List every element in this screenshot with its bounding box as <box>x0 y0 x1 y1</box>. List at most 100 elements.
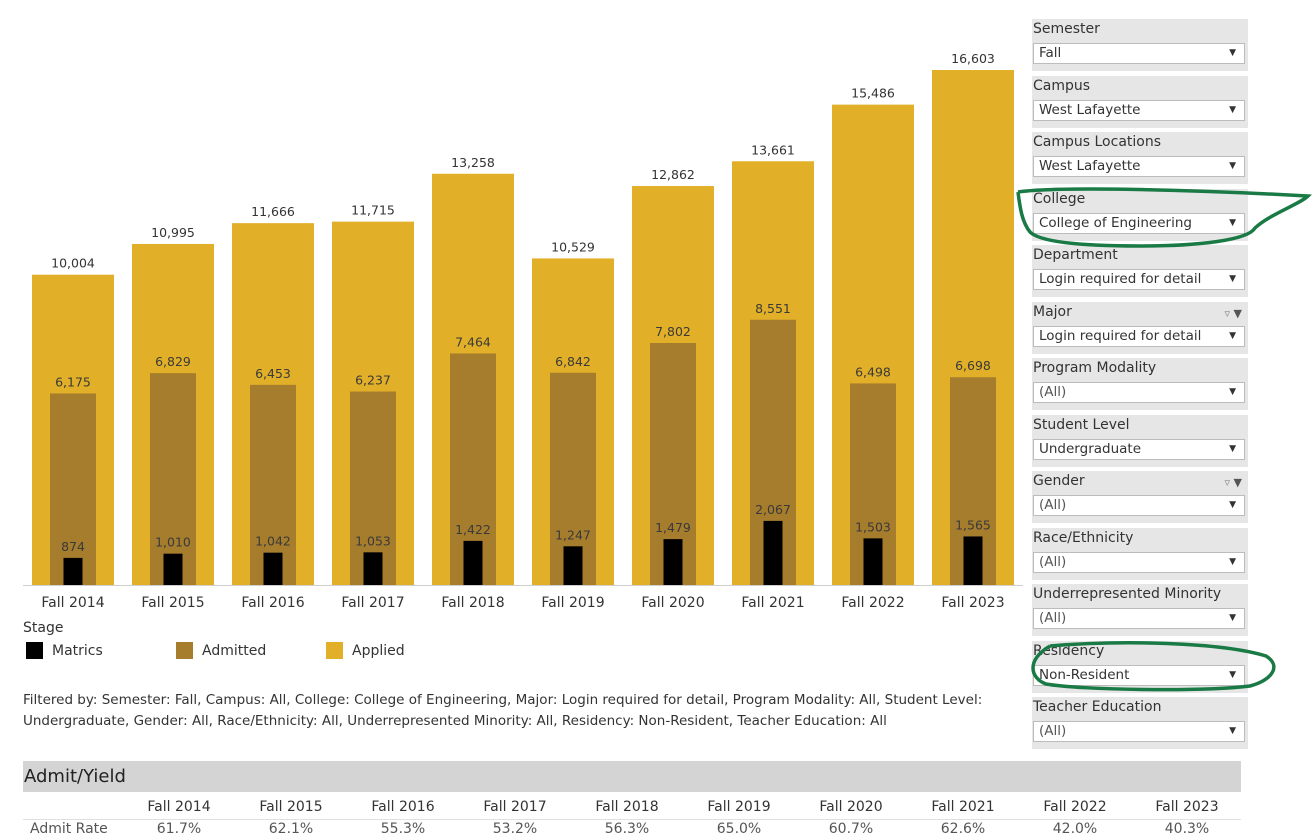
x-tick-label: Fall 2021 <box>741 595 804 611</box>
legend-label-applied: Applied <box>352 642 405 659</box>
data-label-admitted: 6,829 <box>155 354 191 369</box>
legend-label-admitted: Admitted <box>202 642 267 659</box>
admit-rate-value: 56.3% <box>604 821 650 837</box>
legend-item-admitted[interactable]: Admitted <box>176 642 266 659</box>
filter-dropdown[interactable]: Login required for detail ▼ <box>1033 325 1245 347</box>
admit-rate-value: 65.0% <box>716 821 762 837</box>
caret-down-icon[interactable]: ▼ <box>1229 443 1236 454</box>
admit-rate-value: 42.0% <box>1052 821 1098 837</box>
data-label-admitted: 6,498 <box>855 364 891 379</box>
admit-yield-title: Admit/Yield <box>23 761 1241 792</box>
legend-swatch-admitted <box>176 642 193 659</box>
filter-dropdown[interactable]: Non-Resident ▼ <box>1033 664 1245 686</box>
admit-rate-value: 62.1% <box>268 821 314 837</box>
caret-down-icon[interactable]: ▼ <box>1229 387 1236 397</box>
filter-label: Campus <box>1033 77 1091 94</box>
admit-rate-value: 60.7% <box>828 821 874 837</box>
legend-item-applied[interactable]: Applied <box>326 642 405 659</box>
filter-dropdown[interactable]: West Lafayette ▼ <box>1033 99 1245 121</box>
caret-down-icon[interactable]: ▼ <box>1229 217 1236 228</box>
caret-down-icon[interactable]: ▼ <box>1229 726 1236 736</box>
filter-label: Underrepresented Minority <box>1033 586 1222 602</box>
caret-down-icon[interactable]: ▼ <box>1229 48 1236 58</box>
year-header: Fall 2016 <box>371 799 435 815</box>
filter-dropdown[interactable]: College of Engineering ▼ <box>1033 212 1245 234</box>
data-label-admitted: 6,698 <box>955 358 991 373</box>
data-label-applied: 11,715 <box>351 203 395 218</box>
filter-dropdown[interactable]: Undergraduate ▼ <box>1033 438 1245 460</box>
data-label-matrics: 1,053 <box>355 533 391 548</box>
data-label-admitted: 6,175 <box>55 374 91 389</box>
year-header: Fall 2019 <box>707 799 771 815</box>
caret-down-icon[interactable]: ▼ <box>1229 500 1236 510</box>
filter-label: Campus Locations <box>1033 134 1162 150</box>
year-header: Fall 2014 <box>147 799 211 815</box>
filter-campus: Campus West Lafayette ▼ <box>1032 75 1248 128</box>
filter-underrepresented-minority: Underrepresented Minority (All) ▼ <box>1032 584 1248 636</box>
filter-label: Program Modality <box>1033 360 1157 376</box>
caret-down-icon[interactable]: ▼ <box>1229 161 1236 171</box>
data-label-applied: 10,995 <box>151 225 195 240</box>
filter-dropdown[interactable]: (All) ▼ <box>1033 608 1245 629</box>
legend-swatch-matrics <box>26 642 43 659</box>
filter-dropdown[interactable]: Fall ▼ <box>1033 43 1245 64</box>
legend-item-matrics[interactable]: Matrics <box>26 642 103 659</box>
caret-down-icon[interactable]: ▼ <box>1229 556 1236 567</box>
menu-caret-icon[interactable]: ▼ <box>1233 476 1242 489</box>
data-label-admitted: 6,237 <box>355 373 391 388</box>
filter-dropdown[interactable]: (All) ▼ <box>1033 721 1245 742</box>
data-label-admitted: 6,842 <box>555 354 591 369</box>
filter-major: Major ▿ ▼ Login required for detail ▼ <box>1032 301 1248 354</box>
data-label-matrics: 1,503 <box>855 519 891 534</box>
bar-matrics <box>763 520 783 585</box>
filter-college: College College of Engineering ▼ <box>1032 188 1248 241</box>
caret-down-icon[interactable]: ▼ <box>1229 613 1236 623</box>
admit-rate-row: Admit Rate 61.7% 62.1% 55.3% 53.2% 56.3% 65.0… <box>23 819 1241 840</box>
admit-rate-value: 61.7% <box>156 821 202 837</box>
bar-matrics <box>863 538 883 585</box>
x-tick-label: Fall 2022 <box>841 595 904 611</box>
bar-matrics <box>563 546 583 585</box>
bar-matrics <box>463 540 483 585</box>
x-tick-label: Fall 2020 <box>641 595 704 611</box>
data-label-admitted: 6,453 <box>255 366 291 381</box>
filter-icons: ▿ ▼ <box>1225 307 1243 320</box>
filter-value: Login required for detail <box>1039 327 1202 344</box>
filter-label: College <box>1033 190 1086 207</box>
bar-admitted <box>150 373 196 585</box>
filter-dropdown[interactable]: (All) ▼ <box>1033 382 1245 403</box>
caret-down-icon[interactable]: ▼ <box>1229 104 1236 115</box>
legend-label-matrics: Matrics <box>52 642 103 659</box>
data-label-matrics: 1,565 <box>955 517 991 532</box>
filter-semester: Semester Fall ▼ <box>1032 19 1248 71</box>
data-label-applied: 13,661 <box>751 142 795 157</box>
x-tick-label: Fall 2018 <box>441 595 504 611</box>
data-label-applied: 11,666 <box>251 204 295 219</box>
filter-label: Student Level <box>1033 416 1130 433</box>
filter-dropdown[interactable]: Login required for detail ▼ <box>1033 269 1245 290</box>
data-label-applied: 10,004 <box>51 256 95 271</box>
caret-down-icon[interactable]: ▼ <box>1229 330 1236 341</box>
filter-department: Department Login required for detail ▼ <box>1032 245 1248 297</box>
filter-value: (All) <box>1039 610 1067 626</box>
filter-label: Teacher Education <box>1033 699 1162 715</box>
menu-caret-icon[interactable]: ▼ <box>1233 306 1242 320</box>
filter-teacher-education: Teacher Education (All) ▼ <box>1032 697 1248 749</box>
data-label-applied: 13,258 <box>451 155 495 170</box>
data-label-admitted: 7,802 <box>655 324 691 339</box>
funnel-icon[interactable]: ▿ <box>1224 306 1231 320</box>
x-tick-label: Fall 2014 <box>41 595 104 611</box>
filter-value: Fall <box>1039 45 1062 61</box>
filter-dropdown[interactable]: (All) ▼ <box>1033 551 1245 573</box>
year-header: Fall 2017 <box>483 799 547 815</box>
caret-down-icon[interactable]: ▼ <box>1229 669 1236 680</box>
year-header: Fall 2023 <box>1155 799 1219 815</box>
filter-dropdown[interactable]: (All) ▼ <box>1033 495 1245 516</box>
filter-race-ethnicity: Race/Ethnicity (All) ▼ <box>1032 527 1248 580</box>
data-label-matrics: 1,422 <box>455 522 491 537</box>
funnel-icon[interactable]: ▿ <box>1224 476 1231 489</box>
filter-dropdown[interactable]: West Lafayette ▼ <box>1033 156 1245 177</box>
caret-down-icon[interactable]: ▼ <box>1229 274 1236 284</box>
admit-rate-value: 55.3% <box>380 821 426 837</box>
data-label-admitted: 7,464 <box>455 334 491 349</box>
